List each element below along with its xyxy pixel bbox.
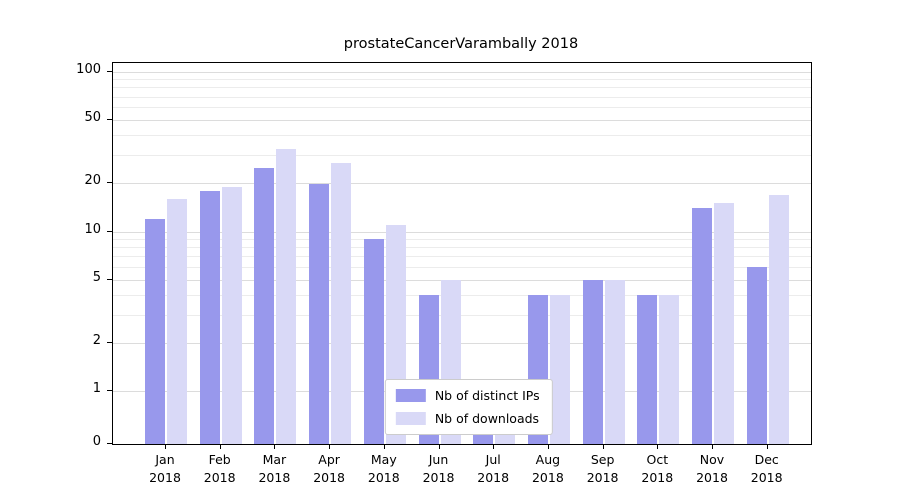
gridline	[113, 314, 811, 316]
bar-distinct-ips	[692, 208, 712, 444]
bar-downloads	[549, 294, 570, 444]
gridline	[113, 231, 811, 233]
x-tick-label: May 2018	[367, 452, 400, 486]
x-tick-mark	[657, 445, 659, 449]
bar-downloads	[331, 162, 352, 444]
y-tick-label: 10	[84, 221, 101, 237]
bar-downloads	[276, 148, 297, 444]
x-tick-mark	[547, 445, 549, 449]
x-tick-mark	[165, 445, 166, 449]
x-tick-label: Feb 2018	[203, 452, 236, 486]
bar-distinct-ips	[254, 168, 275, 444]
bar-distinct-ips	[363, 238, 384, 444]
y-tick-mark	[107, 390, 112, 391]
y-tick-mark	[107, 443, 112, 444]
gridlines-layer	[113, 63, 811, 444]
y-tick-mark	[107, 71, 112, 72]
legend-label-distinct-ips: Nb of distinct IPs	[434, 388, 540, 403]
x-tick-label: Oct 2018	[641, 452, 674, 486]
x-tick-label: Nov 2018	[696, 452, 728, 486]
legend-item-downloads: Nb of downloads	[395, 411, 540, 426]
bar-distinct-ips	[145, 218, 165, 444]
x-tick-mark	[712, 445, 713, 449]
y-tick-label: 20	[84, 173, 101, 189]
legend-item-distinct-ips: Nb of distinct IPs	[395, 388, 540, 403]
x-tick-mark	[383, 445, 385, 449]
bar-distinct-ips	[746, 266, 767, 444]
x-tick-label: Aug 2018	[531, 452, 564, 486]
legend-swatch-downloads	[395, 412, 426, 425]
x-tick-mark	[274, 445, 276, 449]
bar-distinct-ips	[309, 183, 330, 444]
bar-downloads	[604, 279, 625, 444]
x-tick-label: Jun 2018	[422, 452, 455, 486]
gridline	[113, 79, 811, 81]
x-tick-label: Jan 2018	[149, 452, 181, 486]
x-tick-mark	[438, 445, 440, 449]
gridline	[113, 135, 811, 137]
y-tick-label: 100	[76, 62, 101, 77]
bar-downloads	[221, 187, 242, 444]
gridline	[113, 266, 811, 268]
x-tick-mark	[602, 445, 604, 449]
x-tick-mark	[493, 445, 495, 449]
x-tick-mark	[219, 445, 221, 449]
gridline	[113, 183, 811, 185]
x-tick-mark	[766, 445, 768, 449]
bar-downloads	[768, 194, 789, 444]
gridline	[113, 107, 811, 109]
x-tick-label: Jul 2018	[477, 452, 510, 486]
bar-distinct-ips	[637, 294, 658, 444]
y-tick-label: 2	[92, 332, 101, 348]
x-tick-label: Apr 2018	[313, 452, 345, 486]
y-tick-mark	[107, 119, 112, 120]
legend-swatch-distinct-ips	[395, 389, 426, 402]
x-tick-label: Dec 2018	[750, 452, 783, 486]
gridline	[113, 246, 811, 248]
y-tick-label: 1	[92, 381, 101, 396]
gridline	[113, 96, 811, 98]
gridline	[113, 120, 811, 121]
gridline	[113, 279, 811, 281]
legend-label-downloads: Nb of downloads	[434, 411, 540, 426]
gridline	[113, 72, 811, 73]
y-tick-label: 5	[92, 269, 101, 285]
gridline	[113, 155, 811, 157]
x-tick-mark	[329, 445, 331, 449]
legend: Nb of distinct IPs Nb of downloads	[384, 379, 553, 435]
bar-downloads	[714, 203, 734, 444]
gridline	[113, 256, 811, 258]
y-tick-mark	[107, 278, 112, 280]
gridline	[113, 294, 811, 296]
y-tick-mark	[107, 182, 112, 184]
plot-area: Nb of distinct IPs Nb of downloads	[112, 62, 812, 445]
chart-title: prostateCancerVarambally 2018	[343, 36, 579, 52]
bar-distinct-ips	[582, 279, 603, 444]
x-tick-label: Mar 2018	[258, 452, 291, 486]
y-tick-mark	[107, 341, 112, 343]
gridline	[113, 342, 811, 344]
y-tick-mark	[107, 230, 112, 232]
gridline	[113, 87, 811, 89]
bar-downloads	[659, 294, 680, 444]
y-tick-label: 0	[92, 434, 101, 449]
bar-downloads	[167, 198, 187, 444]
bar-distinct-ips	[199, 190, 220, 444]
x-tick-label: Sep 2018	[586, 452, 619, 486]
y-tick-label: 50	[84, 110, 101, 125]
gridline	[113, 238, 811, 240]
